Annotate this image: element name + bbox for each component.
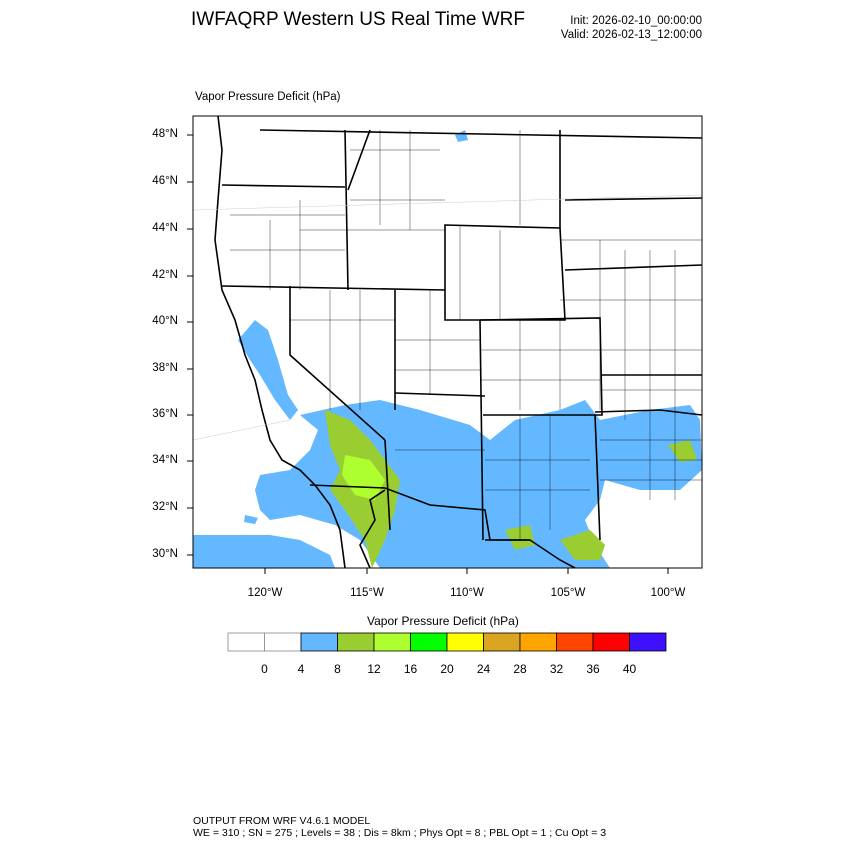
lat-label: 46°N [152, 175, 178, 187]
colorbar-label: 40 [622, 662, 637, 676]
lat-label: 44°N [152, 222, 178, 234]
lon-label: 115°W [350, 587, 384, 599]
lat-label: 40°N [152, 315, 178, 327]
plot-title: IWFAQRP Western US Real Time WRF [191, 9, 525, 30]
colorbar-label: 28 [513, 662, 527, 676]
colorbar-label: 16 [403, 662, 418, 676]
init-time: Init: 2026-02-10_00:00:00 [570, 15, 702, 27]
axis-ticks [187, 134, 669, 574]
lat-label: 38°N [152, 362, 178, 374]
vpd-fill-lightgreen [342, 455, 385, 500]
colorbar-label: 4 [297, 662, 305, 676]
coastline [214, 116, 576, 568]
lon-label: 110°W [450, 587, 484, 599]
colorbar-label: 20 [440, 662, 454, 676]
map-area [193, 116, 702, 568]
vpd-fill-blue [193, 130, 702, 568]
colorbar-box [483, 632, 521, 652]
footer-model: OUTPUT FROM WRF V4.6.1 MODEL [193, 815, 371, 827]
colorbar-box [337, 632, 375, 652]
lat-label: 42°N [152, 269, 178, 281]
map-field-title: Vapor Pressure Deficit (hPa) [195, 91, 341, 103]
colorbar-box [300, 632, 338, 652]
lat-label: 48°N [152, 128, 178, 140]
lat-label: 32°N [152, 501, 178, 513]
lat-label: 36°N [152, 408, 178, 420]
lon-label: 105°W [550, 587, 586, 599]
init-valid-times: Init: 2026-02-10_00:00:00 Valid: 2026-02… [561, 14, 702, 42]
colorbar-box [227, 632, 265, 652]
colorbar-label: 12 [367, 662, 381, 676]
colorbar-box [629, 632, 667, 652]
colorbar [227, 632, 667, 652]
valid-time: Valid: 2026-02-13_12:00:00 [560, 29, 702, 41]
colorbar-title: Vapor Pressure Deficit (hPa) [367, 614, 519, 628]
colorbar-box [264, 632, 302, 652]
colorbar-label: 36 [586, 662, 600, 676]
colorbar-label: 24 [476, 662, 491, 676]
lon-label: 120°W [247, 587, 283, 599]
colorbar-label: 8 [334, 662, 341, 676]
colorbar-box [556, 632, 594, 652]
colorbar-label: 32 [549, 662, 564, 676]
colorbar-box [519, 632, 557, 652]
colorbar-box [592, 632, 630, 652]
colorbar-label: 0 [261, 662, 268, 676]
lat-label: 30°N [152, 548, 178, 560]
colorbar-box [410, 632, 448, 652]
colorbar-box [373, 632, 411, 652]
map-frame [192, 115, 703, 569]
lat-label: 34°N [152, 454, 178, 466]
footer-config: WE = 310 ; SN = 275 ; Levels = 38 ; Dis … [193, 827, 607, 839]
colorbar-box [446, 632, 484, 652]
graticule [193, 194, 702, 441]
lon-label: 100°W [650, 587, 686, 599]
